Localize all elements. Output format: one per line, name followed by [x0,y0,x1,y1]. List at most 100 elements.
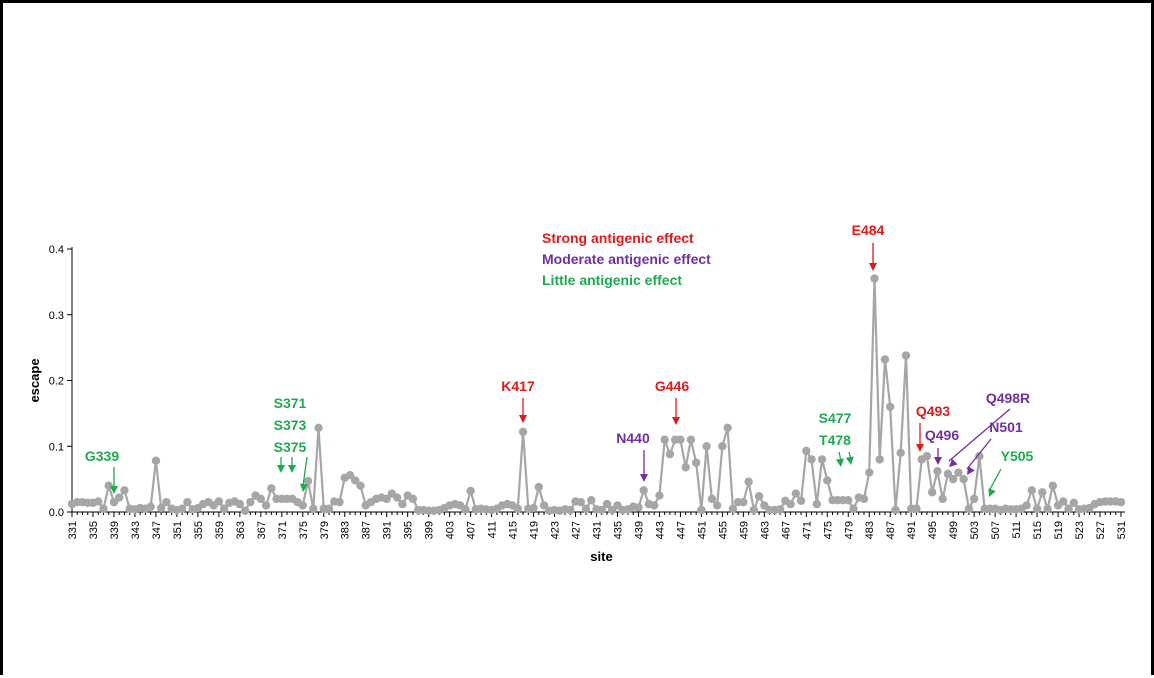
x-tick-label: 431 [592,521,604,539]
data-point [886,402,895,411]
axes: 0.0 0.1 0.2 0.3 0.4 331 335 339 343 347 351 355 359 3… [27,244,1128,564]
data-point [865,468,874,477]
annotation-arrow-head [934,457,942,465]
data-point [933,467,942,476]
x-tick-label: 395 [403,521,415,539]
x-tick-label: 459 [738,521,750,539]
data-point [859,494,869,504]
data-point [676,435,685,444]
data-point [513,504,523,513]
data-point [943,469,953,479]
data-point [686,435,696,444]
x-tick-label: 511 [1011,521,1023,539]
data-point [261,501,271,510]
data-point [823,476,832,485]
data-point [518,427,528,436]
annotation-layer: E484 K417 G446 Q493 N440 Q496 Q498R N501 G339 S37… [85,222,1034,497]
data-point [891,505,900,515]
annotation-label: S375 [274,439,307,455]
data-point [539,501,549,510]
data-point [356,481,365,490]
data-point [146,502,155,511]
data-point [702,442,711,451]
x-tick-label: 391 [382,521,394,539]
x-tick-label: 523 [1074,521,1086,539]
annotation-arrow-head [845,456,854,465]
x-tick-label: 455 [717,521,729,539]
data-point [922,451,932,461]
data-point [398,499,407,509]
y-tick-label: 0.3 [49,310,64,322]
data-point [718,442,727,451]
data-point [99,504,108,513]
x-tick-label: 379 [319,521,331,539]
x-tick-label: 467 [780,521,792,539]
data-point [534,482,544,492]
annotation-arrow-shaft [302,456,308,487]
annotation-label: S477 [819,410,852,426]
data-point [1064,504,1073,513]
x-tick-label: 491 [906,521,918,539]
legend-entry: Little antigenic effect [542,272,682,288]
data-point [335,497,344,507]
annotation-label: Q498R [986,390,1030,406]
x-tick-label: 487 [885,521,897,539]
data-point [120,486,129,495]
data-point [303,476,313,486]
annotation-label: G446 [655,378,689,394]
x-tick-label: 475 [822,521,834,539]
data-point [849,504,858,513]
data-point [791,489,801,498]
data-point [162,497,171,507]
data-point [219,504,229,513]
data-point [959,474,968,484]
data-point [665,449,675,459]
data-point [466,486,475,496]
annotation-arrow-head [835,458,844,467]
data-point [324,504,334,513]
annotation-label: Q493 [916,403,950,419]
data-point [739,497,748,507]
data-point [786,499,795,509]
annotation-arrow-shaft [988,468,1002,492]
data-point [566,505,575,515]
x-tick-label: 471 [801,521,813,539]
data-point [115,493,124,502]
x-tick-label: 399 [424,521,436,539]
data-point [246,497,255,507]
x-tick-label: 403 [445,521,457,539]
data-point [1116,497,1126,507]
data-point [177,504,187,513]
data-point [1059,497,1068,506]
data-point [151,456,161,465]
data-point [707,494,717,504]
data-point [807,455,816,464]
annotation-arrow-head [967,466,975,475]
data-point [461,505,470,514]
data-point [240,506,250,515]
annotation-arrow-head [869,263,877,271]
y-tick-label: 0.1 [49,441,64,453]
annotation-arrow-head [299,483,308,492]
data-point [581,504,591,513]
data-point [660,435,669,444]
annotation-arrow-shaft [948,408,1011,462]
data-point [104,481,113,490]
data-point [927,488,937,497]
annotation-arrow-head [672,417,680,425]
data-point [597,505,606,515]
y-axis-title: escape [27,358,42,402]
annotation-label: S373 [274,417,307,433]
data-point [802,446,811,456]
data-point [235,499,245,509]
data-point [896,448,905,458]
data-point [214,497,224,506]
data-point [639,486,648,495]
data-point [964,504,974,513]
x-tick-label: 411 [487,521,499,539]
x-tick-label: 419 [529,521,541,539]
x-tick-label: 351 [172,521,184,539]
annotation-arrow-head [916,444,924,452]
data-point [309,504,318,513]
x-tick-label: 347 [151,521,163,539]
